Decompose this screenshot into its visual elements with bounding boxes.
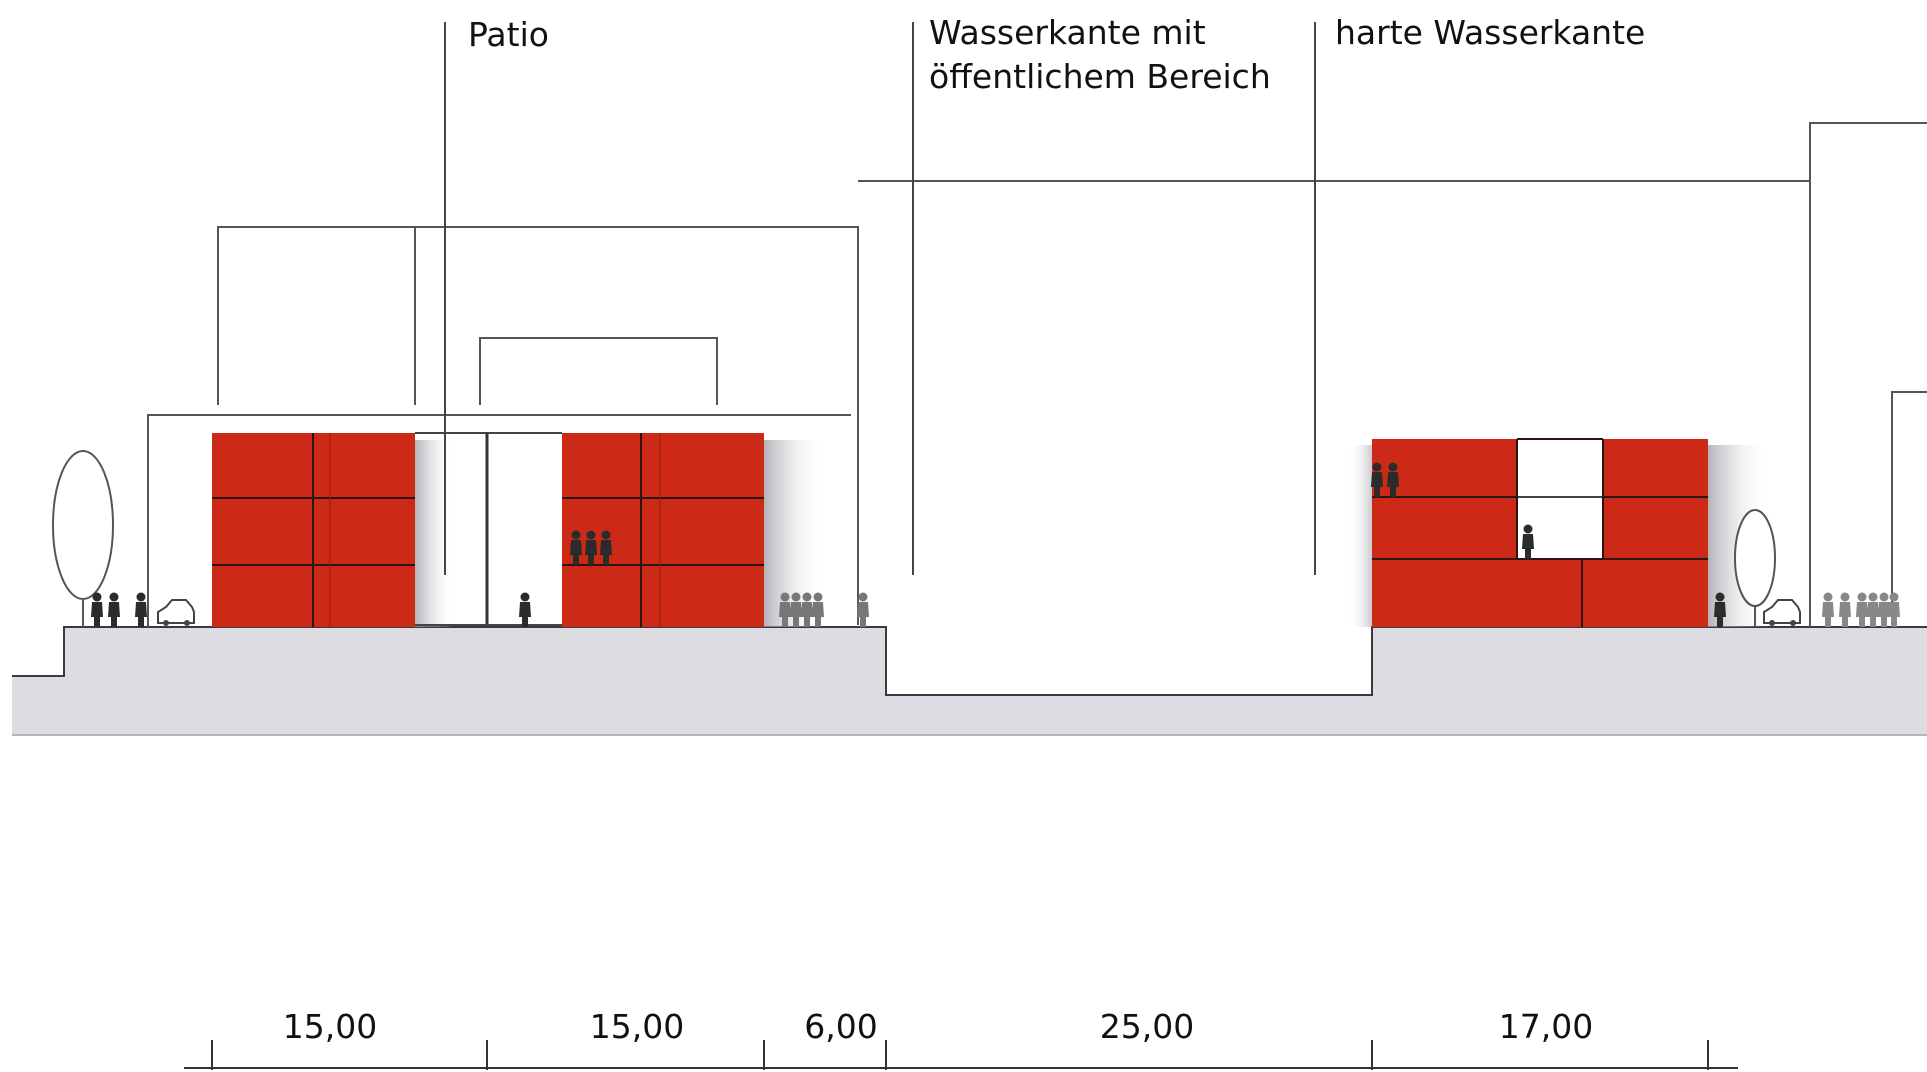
dimension-label: 15,00 [283,1007,377,1046]
upper-massing-outline [217,226,859,625]
label-public-waterfront-line1: Wasserkante mit [929,13,1206,52]
tree-icon [1734,509,1776,627]
patio-void [415,432,562,627]
building-middle [562,433,764,627]
dimension-label: 6,00 [804,1007,877,1046]
building-shadow [415,440,455,627]
right-tower-outline [1809,122,1927,627]
dimension-line [184,1040,1738,1070]
ground-section [12,627,1927,735]
label-hard-waterfront: harte Wasserkante [1335,13,1645,52]
dimension-label: 25,00 [1100,1007,1194,1046]
building-right [1372,438,1708,627]
lower-massing-outline [147,414,851,627]
car-icon [157,599,195,626]
dimension-label: 15,00 [590,1007,684,1046]
right-building-outline [1891,391,1927,627]
dimension-label: 17,00 [1499,1007,1593,1046]
label-public-waterfront-line2: öffentlichem Bereich [929,57,1271,96]
ground-outline [12,626,1927,696]
rooftop-outline [479,337,718,405]
label-patio: Patio [468,15,549,54]
tree-icon [52,450,114,627]
building-shadow [1348,445,1372,627]
building-left [212,433,415,627]
car-icon [1763,599,1801,626]
